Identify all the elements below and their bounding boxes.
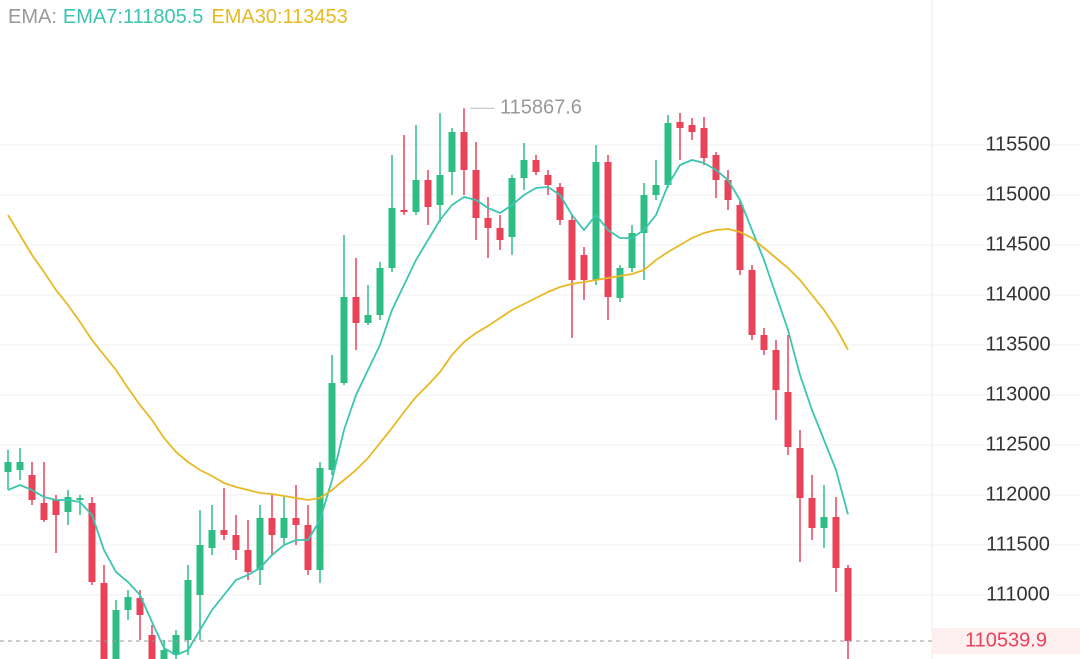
candle-body — [208, 530, 216, 548]
candle-body — [760, 335, 768, 350]
candle-body — [544, 175, 552, 185]
y-tick-label: 115500 — [985, 133, 1050, 155]
candle-body — [616, 268, 624, 298]
candle-body — [268, 518, 276, 535]
candle-body — [172, 635, 180, 655]
y-tick-label: 114500 — [985, 233, 1050, 255]
candle-body — [256, 518, 264, 570]
candle-body — [436, 175, 444, 205]
candle-body — [724, 180, 732, 200]
candle-body — [712, 155, 720, 180]
legend: EMA: EMA7:111805.5 EMA30:113453 — [8, 6, 348, 28]
candle-body — [244, 550, 252, 572]
candle-body — [16, 462, 24, 470]
candle-body — [112, 610, 120, 659]
candle-body — [52, 500, 60, 515]
y-tick-label: 111500 — [986, 533, 1050, 555]
y-tick-label: 113500 — [985, 333, 1050, 355]
candle-body — [196, 545, 204, 595]
candle-body — [124, 597, 132, 610]
candle-body — [28, 475, 36, 500]
candle-body — [64, 497, 72, 512]
candle-body — [532, 160, 540, 172]
candle-body — [652, 185, 660, 195]
candle-body — [844, 568, 852, 642]
candle-body — [628, 233, 636, 268]
candle-body — [496, 228, 504, 240]
candle-body — [148, 635, 156, 659]
candle-body — [772, 350, 780, 390]
candle-body — [472, 170, 480, 218]
candle-body — [700, 128, 708, 158]
candle-body — [352, 297, 360, 323]
candle-body — [160, 650, 168, 659]
candle-body — [592, 162, 600, 280]
legend-name: EMA30: — [211, 6, 282, 28]
ema-line — [7, 159, 849, 657]
candle-body — [784, 392, 792, 447]
candle-body — [736, 205, 744, 270]
legend-value: 111805.5 — [123, 6, 203, 28]
candle-body — [328, 383, 336, 470]
candle-body — [376, 268, 384, 315]
last-price-label: 110539.9 — [965, 629, 1047, 651]
candle-body — [280, 518, 288, 538]
candle-body — [400, 210, 408, 212]
candle-body — [796, 448, 804, 498]
candle-body — [340, 297, 348, 383]
candle-body — [424, 180, 432, 207]
candle-body — [136, 598, 144, 615]
candle-body — [520, 160, 528, 178]
candle-body — [640, 195, 648, 233]
y-tick-label: 114000 — [985, 283, 1050, 305]
candle-body — [448, 132, 456, 172]
candle-body — [184, 580, 192, 640]
candle-body — [484, 218, 492, 228]
candle-body — [568, 220, 576, 280]
candle-body — [88, 503, 96, 582]
candle-body — [676, 122, 684, 128]
candle-body — [412, 180, 420, 212]
candle-body — [100, 583, 108, 659]
candle-body — [508, 178, 516, 237]
candle-body — [40, 503, 48, 520]
candle-body — [364, 315, 372, 323]
candle-body — [304, 525, 312, 570]
legend-value: 113453 — [283, 6, 348, 28]
candle-body — [292, 518, 300, 525]
last-price-box — [932, 628, 1080, 655]
y-tick-label: 113000 — [985, 383, 1050, 405]
y-tick-label: 115000 — [985, 183, 1050, 205]
ema-line — [7, 214, 849, 501]
candle-body — [688, 125, 696, 132]
y-tick-label: 112500 — [985, 433, 1050, 455]
candle-body — [808, 498, 816, 528]
candle-body — [748, 270, 756, 335]
legend-title: EMA: — [8, 6, 57, 28]
candle-body — [820, 517, 828, 528]
candle-body — [832, 517, 840, 568]
legend-name: EMA7: — [63, 6, 123, 28]
candle-body — [556, 187, 564, 220]
max-label: 115867.6 — [500, 97, 582, 119]
candle-body — [4, 462, 12, 472]
candle-body — [580, 255, 588, 280]
candle-body — [664, 123, 672, 185]
candle-body — [76, 498, 84, 500]
y-tick-label: 111000 — [986, 583, 1050, 605]
candle-body — [388, 208, 396, 268]
candle-body — [460, 132, 468, 170]
candle-body — [232, 535, 240, 550]
candle-body — [220, 530, 228, 535]
y-tick-label: 112000 — [985, 483, 1050, 505]
